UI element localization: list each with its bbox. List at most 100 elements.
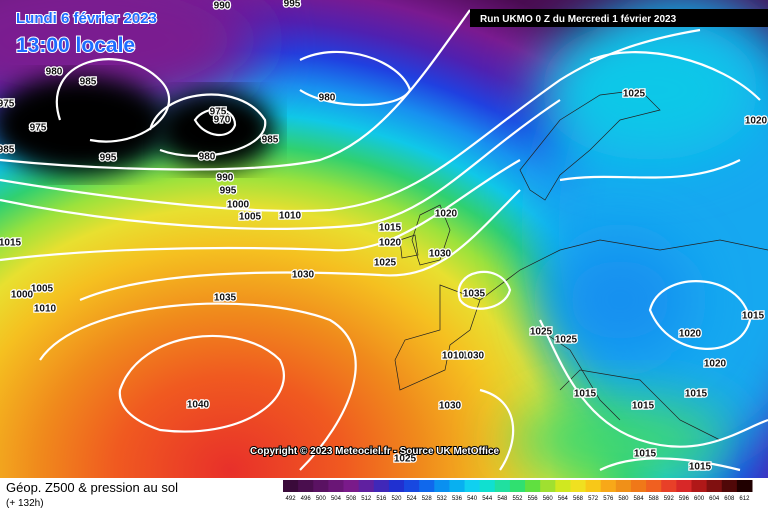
- scale-swatch: [555, 480, 571, 492]
- isobar-label: 1020: [379, 238, 402, 249]
- isobar-label: 1030: [429, 249, 452, 260]
- isobar-label: 1025: [394, 454, 417, 465]
- scale-swatch: [283, 480, 299, 492]
- scale-swatch: [494, 480, 511, 492]
- isobar-label: 1025: [555, 335, 578, 346]
- scale-swatch: [570, 480, 587, 492]
- isobar-label: 975: [210, 107, 227, 118]
- isobar-label: 1020: [435, 209, 458, 220]
- scale-swatch: [585, 480, 602, 492]
- scale-swatch: [721, 480, 738, 492]
- isobar-label: 1035: [463, 289, 486, 300]
- lead-time: (+ 132h): [6, 498, 44, 509]
- scale-label: 568: [573, 496, 584, 502]
- scale-label: 544: [482, 496, 493, 502]
- scale-swatch: [509, 480, 526, 492]
- scale-label: 504: [331, 496, 342, 502]
- scale-label: 516: [376, 496, 387, 502]
- isobar-label: 1030: [439, 401, 462, 412]
- color-scale: 492 496 500 504 508 512 516 520 524 528 532 536 540 5…: [283, 480, 753, 502]
- isobar-label: 980: [199, 152, 216, 163]
- isobar-label: 990: [214, 1, 231, 12]
- scale-swatch: [419, 480, 435, 492]
- coastlines: [394, 89, 768, 441]
- isobar-label: 1015: [0, 238, 22, 249]
- isobar-label: 985: [262, 135, 279, 146]
- isobar-label: 1015: [632, 401, 655, 412]
- scale-swatch: [646, 480, 662, 492]
- isobar-label: 995: [284, 0, 301, 10]
- scale-label: 608: [724, 496, 735, 502]
- scale-swatch: [615, 480, 632, 492]
- scale-label: 492: [286, 496, 297, 502]
- isobar-label: 1010: [34, 304, 57, 315]
- scale-label: 528: [422, 496, 433, 502]
- scale-swatch: [313, 480, 329, 492]
- run-info: Run UKMO 0 Z du Mercredi 1 février 2023: [480, 14, 677, 25]
- scale-label: 496: [301, 496, 312, 502]
- scale-swatch: [676, 480, 692, 492]
- forecast-time: 13:00 locale: [16, 34, 135, 57]
- isobars: [0, 9, 768, 472]
- copyright: Copyright © 2023 Meteociel.fr - Source U…: [250, 446, 500, 457]
- scale-label: 580: [618, 496, 629, 502]
- scale-swatch: [630, 480, 647, 492]
- scale-swatch: [343, 480, 360, 492]
- scale-swatch: [661, 480, 677, 492]
- isobar-label: 1040: [187, 400, 210, 411]
- isobar-label: 1000: [11, 290, 34, 301]
- isobar-label: 1000: [227, 200, 250, 211]
- isobar-label: 1015: [742, 311, 765, 322]
- scale-label: 548: [497, 496, 508, 502]
- isobar-label: 980: [46, 67, 63, 78]
- scale-label: 588: [649, 496, 660, 502]
- scale-swatch: [691, 480, 708, 492]
- scale-label: 604: [709, 496, 720, 502]
- isobar-label: 1025: [623, 89, 646, 100]
- scale-label: 508: [346, 496, 357, 502]
- scale-swatch: [388, 480, 405, 492]
- isobar-label: 975: [0, 99, 15, 110]
- scale-label: 584: [634, 496, 645, 502]
- scale-label: 596: [679, 496, 690, 502]
- isobar-label: 1015: [379, 223, 402, 234]
- isobar-label: 1025: [374, 258, 397, 269]
- scale-label: 512: [361, 496, 372, 502]
- scale-swatch: [464, 480, 481, 492]
- scale-swatch: [298, 480, 314, 492]
- isobar-label: 985: [0, 145, 15, 156]
- scale-swatch: [404, 480, 420, 492]
- scale-label: 532: [437, 496, 448, 502]
- isobar-label: 1015: [634, 449, 657, 460]
- isobar-label: 1015: [574, 389, 597, 400]
- scale-swatch: [358, 480, 375, 492]
- footer-title: Géop. Z500 & pression au sol: [6, 480, 178, 495]
- scale-swatch: [434, 480, 450, 492]
- scale-label: 520: [391, 496, 402, 502]
- scale-swatch: [600, 480, 617, 492]
- scale-label: 612: [739, 496, 750, 502]
- isobar-label: 985: [80, 77, 97, 88]
- scale-label: 540: [467, 496, 478, 502]
- isobar-labels: 990 9959809859759759859959759709809859809…: [0, 0, 768, 474]
- isobar-label: 1015: [685, 389, 708, 400]
- isobar-label: 975: [30, 123, 47, 134]
- isobar-label: 1010: [279, 211, 302, 222]
- isobar-label: 980: [319, 93, 336, 104]
- scale-swatch: [449, 480, 466, 492]
- isobar-label: 995: [220, 186, 237, 197]
- scale-label: 572: [588, 496, 599, 502]
- scale-label: 592: [664, 496, 675, 502]
- isobar-label: 995: [100, 153, 117, 164]
- isobar-label: 990: [217, 173, 234, 184]
- scale-swatch: [736, 480, 753, 492]
- forecast-date: Lundi 6 février 2023: [16, 10, 157, 27]
- isobar-label: 1030: [292, 270, 315, 281]
- scale-label: 500: [316, 496, 327, 502]
- scale-label: 564: [558, 496, 569, 502]
- isobar-label: 970: [214, 115, 231, 126]
- scale-label: 560: [543, 496, 554, 502]
- isobar-label: 1005: [239, 212, 262, 223]
- scale-label: 556: [528, 496, 539, 502]
